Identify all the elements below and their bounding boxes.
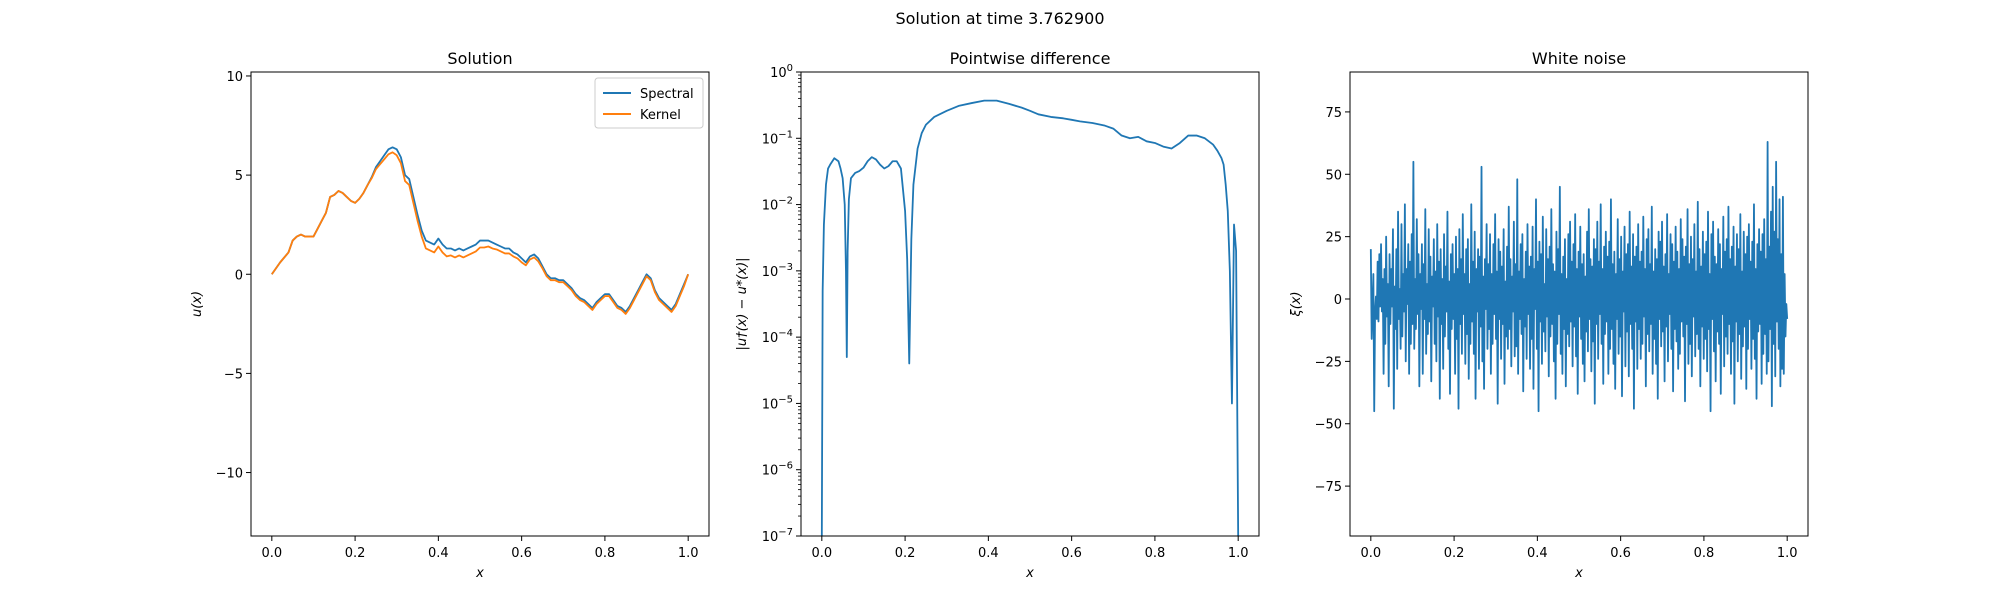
- y-tick-label: 75: [1325, 106, 1342, 121]
- series-line-kernel: [271, 151, 690, 315]
- series-line-spectral: [271, 146, 690, 313]
- y-tick-label: 10−6: [762, 461, 793, 479]
- y-tick-label: −10: [216, 467, 243, 482]
- series-line-1: [820, 99, 1240, 536]
- y-tick-label: 10: [226, 70, 243, 85]
- x-tick-label: 0.2: [345, 546, 366, 561]
- x-tick-label: 0.2: [1444, 546, 1465, 561]
- y-tick-label: 100: [770, 63, 793, 81]
- legend-label: Spectral: [640, 87, 694, 102]
- x-tick-label: 1.0: [1777, 546, 1798, 561]
- panel-title: White noise: [1532, 49, 1626, 68]
- y-tick-label: 10−1: [762, 129, 793, 147]
- y-tick-label: 10−5: [762, 394, 793, 412]
- x-axis-label: x: [1025, 566, 1034, 581]
- y-tick-label: −75: [1315, 480, 1342, 495]
- y-tick-label: −5: [224, 367, 243, 382]
- y-tick-label: 10−7: [762, 527, 793, 545]
- x-tick-label: 1.0: [678, 546, 699, 561]
- x-tick-label: 1.0: [1228, 546, 1249, 561]
- legend-label: Kernel: [640, 108, 681, 123]
- plot-frame: [1349, 71, 1809, 537]
- x-tick-label: 0.8: [1145, 546, 1166, 561]
- y-tick-label: 0: [235, 268, 243, 283]
- x-tick-label: 0.4: [428, 546, 449, 561]
- plot-frame: [250, 71, 710, 537]
- x-tick-label: 0.4: [978, 546, 999, 561]
- y-axis-label: ξ(x): [1289, 291, 1304, 317]
- x-tick-label: 0.0: [261, 546, 282, 561]
- plot-frame: [800, 71, 1260, 537]
- y-tick-label: −50: [1315, 418, 1342, 433]
- y-tick-label: 10−3: [762, 262, 793, 280]
- chart-panel-2: 0.0 0.2 0.4 0.6 0.8 1.0 10−7 10−6 10−5 10−4 10−3 10…: [735, 49, 1260, 581]
- panels: 0.0 0.2 0.4 0.6 0.8 1.0−10−50510Solutionxu(x)…: [190, 49, 1809, 581]
- panel-title: Solution: [447, 49, 512, 68]
- y-tick-label: 50: [1325, 168, 1342, 183]
- y-tick-label: 10−2: [762, 196, 793, 214]
- x-axis-label: x: [475, 566, 484, 581]
- chart-panel-1: 0.0 0.2 0.4 0.6 0.8 1.0 −10 −5 0 5 10 Solution x u(x)…: [190, 49, 710, 581]
- x-tick-label: 0.0: [811, 546, 832, 561]
- y-axis-label: |u†(x) − u*(x)|: [735, 257, 750, 350]
- y-tick-label: 10−4: [762, 328, 793, 346]
- x-tick-label: 0.6: [1061, 546, 1082, 561]
- series-line-1: [1369, 140, 1789, 413]
- x-tick-label: 0.2: [895, 546, 916, 561]
- x-axis-label: x: [1574, 566, 1583, 581]
- x-tick-label: 0.6: [1610, 546, 1631, 561]
- legend-box: [594, 77, 704, 129]
- x-tick-label: 0.8: [595, 546, 616, 561]
- x-tick-label: 0.0: [1360, 546, 1381, 561]
- x-tick-label: 0.6: [511, 546, 532, 561]
- y-tick-label: 5: [235, 169, 243, 184]
- y-tick-label: 25: [1325, 231, 1342, 246]
- y-tick-label: 0: [1334, 293, 1342, 308]
- chart-panel-3: 0.0 0.2 0.4 0.6 0.8 1.0 −75 −50 −25 0 25 50 75 White …: [1289, 49, 1809, 581]
- legend: Spectral Kernel: [594, 77, 704, 129]
- panel-title: Pointwise difference: [950, 49, 1111, 68]
- x-tick-label: 0.4: [1527, 546, 1548, 561]
- figure-suptitle: Solution at time 3.762900: [895, 9, 1104, 28]
- x-tick-label: 0.8: [1694, 546, 1715, 561]
- y-axis-label: u(x): [190, 291, 205, 317]
- y-tick-label: −25: [1315, 355, 1342, 370]
